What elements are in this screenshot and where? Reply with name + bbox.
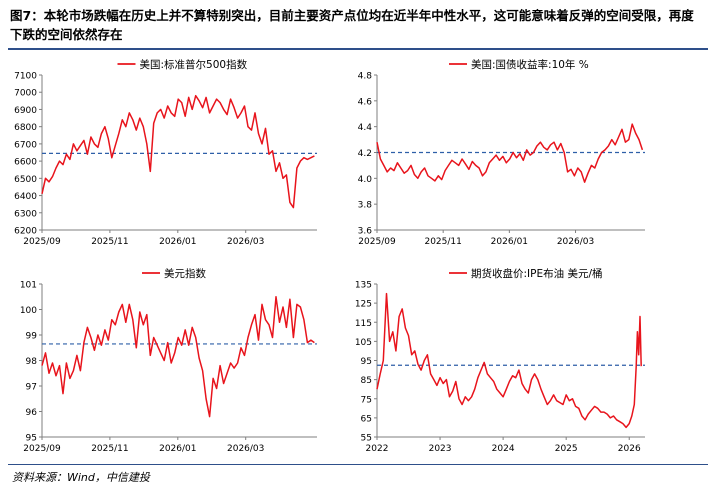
- footer-rule: [8, 464, 708, 465]
- x-tick-label: 2026/01: [159, 237, 196, 247]
- y-tick-label: 6900: [14, 106, 37, 116]
- series-line: [41, 296, 315, 418]
- y-tick-label: 7000: [14, 89, 37, 99]
- x-tick-label: 2025/09: [23, 237, 61, 247]
- y-tick-label: 3.6: [358, 227, 373, 237]
- y-tick-label: 95: [26, 434, 37, 444]
- legend-label: 美元指数: [164, 267, 206, 280]
- y-tick-label: 55: [361, 434, 372, 444]
- y-tick-label: 101: [20, 281, 37, 291]
- series-line: [41, 94, 315, 209]
- y-tick-label: 4.4: [358, 123, 373, 133]
- y-tick-label: 3.8: [358, 201, 373, 211]
- x-tick-label: 2025/09: [23, 444, 61, 454]
- x-tick-label: 2026/03: [227, 237, 264, 247]
- y-tick-label: 6300: [14, 209, 37, 219]
- x-tick-label: 2024: [492, 444, 515, 454]
- y-tick-label: 4.6: [358, 97, 373, 107]
- y-tick-label: 105: [355, 338, 372, 348]
- x-tick-label: 2025/11: [424, 237, 461, 247]
- y-tick-label: 7100: [14, 72, 37, 82]
- series-line: [376, 292, 642, 429]
- y-tick-label: 4.0: [358, 175, 373, 185]
- y-tick-label: 6800: [14, 123, 37, 133]
- x-tick-label: 2026/03: [557, 237, 594, 247]
- y-tick-label: 135: [355, 281, 372, 291]
- chart-dxy: 95 96 97 98 99 100 101 2025/09 2025/11 2026/01 202…: [20, 267, 317, 454]
- y-tick-label: 6600: [14, 158, 37, 168]
- y-tick-label: 4.8: [358, 72, 373, 82]
- chart-sp500: 6200 6300 6400 6500 6600 6700 6800 6900 7000 7100…: [14, 58, 317, 247]
- x-tick-label: 2025/11: [91, 444, 128, 454]
- y-tick-label: 6500: [14, 175, 37, 185]
- x-tick-label: 2026/01: [491, 237, 528, 247]
- y-tick-label: 6400: [14, 192, 37, 202]
- legend-label: 美国:标准普尔500指数: [140, 58, 248, 71]
- y-tick-label: 96: [26, 408, 38, 418]
- legend-label: 美国:国债收益率:10年 %: [471, 58, 589, 71]
- y-tick-label: 4.2: [358, 149, 372, 159]
- x-tick-label: 2026/03: [227, 444, 264, 454]
- x-tick-label: 2022: [366, 444, 389, 454]
- chart-us10y: 3.6 3.8 4.0 4.2 4.4 4.6 4.8 2025/09 2025/11 2026/…: [358, 58, 645, 247]
- figure-title: 图7：本轮市场跌幅在历史上并不算特别突出，目前主要资产点位均在近半年中性水平，这…: [10, 8, 694, 42]
- chart-brent: 55 65 75 85 95 105 115 125 135 2022 2023 2024 2025 20…: [355, 267, 645, 454]
- source-note: 资料来源：Wind，中信建投: [12, 471, 150, 484]
- x-tick-label: 2026/01: [159, 444, 196, 454]
- y-tick-label: 95: [361, 357, 372, 367]
- y-tick-label: 6200: [14, 227, 37, 237]
- y-tick-label: 97: [26, 383, 37, 393]
- legend-label: 期货收盘价:IPE布油 美元/桶: [471, 267, 602, 280]
- title-rule: [8, 48, 708, 50]
- y-tick-label: 99: [26, 332, 38, 342]
- x-tick-label: 2025/11: [91, 237, 128, 247]
- y-tick-label: 98: [26, 357, 38, 367]
- y-tick-label: 75: [361, 395, 372, 405]
- x-tick-label: 2025: [555, 444, 578, 454]
- x-tick-label: 2025/09: [358, 237, 396, 247]
- y-tick-label: 125: [355, 300, 372, 310]
- y-tick-label: 65: [361, 414, 372, 424]
- series-line: [376, 123, 644, 183]
- y-tick-label: 6700: [14, 140, 37, 150]
- y-tick-label: 115: [355, 319, 372, 329]
- x-tick-label: 2026: [618, 444, 641, 454]
- y-tick-label: 85: [361, 376, 372, 386]
- y-tick-label: 100: [20, 306, 37, 316]
- x-tick-label: 2023: [429, 444, 452, 454]
